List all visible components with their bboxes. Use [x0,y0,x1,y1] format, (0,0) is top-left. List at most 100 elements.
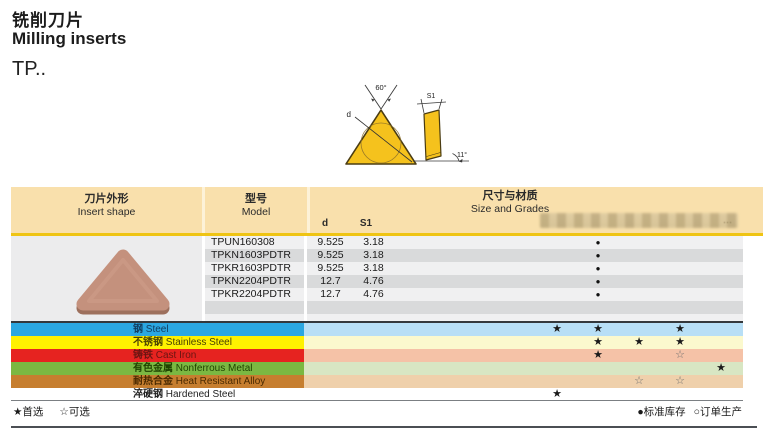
table-row: TPKR2204PDTR 12.7 4.76 ● [205,288,743,301]
header-insert-shape-en: Insert shape [77,206,136,218]
material-band: 有色金属 Nonferrous Metal ★ [11,362,743,375]
stock-dot: ● [595,277,601,286]
s1-value-cell: 3.18 [363,249,384,261]
angle-11-label: 11° [457,151,467,159]
s1-value-cell: 4.76 [363,288,384,300]
material-band: 淬硬钢 Hardened Steel ★ [11,388,743,401]
preferred-star-icon: ★ [552,388,562,400]
model-cell: TPKN2204PDTR [211,275,291,287]
header-insert-shape-cn: 刀片外形 [84,193,129,205]
legend-preferred: ★首选 [13,406,44,418]
band-color-swatch [11,362,304,375]
gold-divider [11,233,763,236]
model-cell: TPKR1603PDTR [211,262,291,274]
dim-s1-label: S1 [427,93,436,100]
material-name-cn: 铸铁 [133,350,153,361]
band-color-swatch [11,388,304,401]
table-row: TPKR1603PDTR 9.525 3.18 ● [205,262,743,275]
material-name-cn: 钢 [133,324,143,335]
d-value-cell: 12.7 [320,288,341,300]
material-name-en: Hardened Steel [163,389,236,400]
legend-divider [11,400,743,401]
material-label: 耐热合金 Heat Resistant Alloy [133,375,265,388]
band-color-swatch [11,336,304,349]
legend-stars: ★首选 ☆可选 [13,404,106,419]
band-color-swatch [11,375,304,388]
s1-value-cell: 4.76 [363,275,384,287]
d-value-cell: 9.525 [317,249,344,261]
material-name-cn: 耐热合金 [133,376,173,387]
model-rows: TPKR2204PDTR 12.7 4.76 ● TPKN2204PDTR 12.7 4.7… [205,236,743,321]
blurred-grade-hint: ··· [723,217,732,227]
material-band: 钢 Steel ★ ★ ★ [11,323,743,336]
header-size-grades: 尺寸与材质 Size and Grades [330,190,690,216]
material-name-en: Nonferrous Metal [173,363,253,374]
header-model: 型号 Model [205,193,307,219]
empty-row [205,301,743,314]
s1-value-cell: 3.18 [363,262,384,274]
material-label: 不锈钢 Stainless Steel [133,336,232,349]
stock-dot: ● [595,264,601,273]
legend-made-to-order: ○订单生产 [693,406,742,418]
page-title-en: Milling inserts [12,29,127,48]
material-band: 铸铁 Cast Iron ★ ☆ [11,349,743,362]
material-band: 耐热合金 Heat Resistant Alloy ☆ ☆ [11,375,743,388]
material-name-cn: 有色金属 [133,363,173,374]
angle-60-label: 60° [375,83,386,92]
material-label: 钢 Steel [133,323,169,336]
preferred-star-icon: ★ [593,323,603,335]
insert-dimension-drawing: 60° d S1 11° [345,83,469,165]
material-bands: 钢 Steel ★ ★ ★ 不锈钢 Stainless Steel ★ ★ ★ 铸铁 Cast … [11,323,743,401]
model-cell: TPKN1603PDTR [211,249,291,261]
preferred-star-icon: ★ [593,349,603,361]
header-col-s1: S1 [359,218,373,229]
insert-photo [76,249,170,315]
header-size-grades-cn: 尺寸与材质 [482,190,538,202]
material-label: 铸铁 Cast Iron [133,349,196,362]
band-color-swatch [11,349,304,362]
s1-value-cell: 3.18 [363,236,384,248]
preferred-star-icon: ★ [716,362,726,374]
optional-star-icon: ☆ [634,375,644,387]
legend-stock: ●标准库存 ○订单生产 [560,404,742,419]
material-band: 不锈钢 Stainless Steel ★ ★ ★ [11,336,743,349]
material-label: 淬硬钢 Hardened Steel [133,388,235,401]
table-row: TPUN160308 9.525 3.18 ● [205,236,743,249]
preferred-star-icon: ★ [675,336,685,348]
band-tint [304,362,743,375]
header-separator [202,187,205,233]
dim-d-label: d [347,110,351,119]
material-name-cn: 不锈钢 [133,337,163,348]
empty-row [205,314,743,321]
blurred-grade-names [540,213,738,228]
material-name-en: Cast Iron [153,350,197,361]
table-row: TPKN1603PDTR 9.525 3.18 ● [205,249,743,262]
stock-dot: ● [595,251,601,260]
band-tint [304,349,743,362]
model-cell: TPKR2204PDTR [211,288,291,300]
stock-dot: ● [595,290,601,299]
header-model-en: Model [241,206,271,218]
column-gap [304,236,307,321]
band-tint [304,323,743,336]
page-bottom-border [11,426,757,428]
legend-standard-stock: ●标准库存 [637,406,686,418]
material-label: 有色金属 Nonferrous Metal [133,362,252,375]
header-model-cn: 型号 [245,193,267,205]
band-color-swatch [11,323,304,336]
band-tint [304,388,743,401]
band-tint [304,336,743,349]
material-name-en: Stainless Steel [163,337,232,348]
header-size-grades-en: Size and Grades [470,203,550,215]
header-insert-shape: 刀片外形 Insert shape [11,193,202,219]
material-name-cn: 淬硬钢 [133,389,163,400]
model-cell: TPUN160308 [211,236,275,248]
preferred-star-icon: ★ [634,336,644,348]
header-separator [307,187,310,233]
legend-optional: ☆可选 [59,406,90,418]
preferred-star-icon: ★ [593,336,603,348]
optional-star-icon: ☆ [675,375,685,387]
material-name-en: Steel [143,324,169,335]
header-col-d: d [321,218,329,229]
section-divider [11,321,743,323]
